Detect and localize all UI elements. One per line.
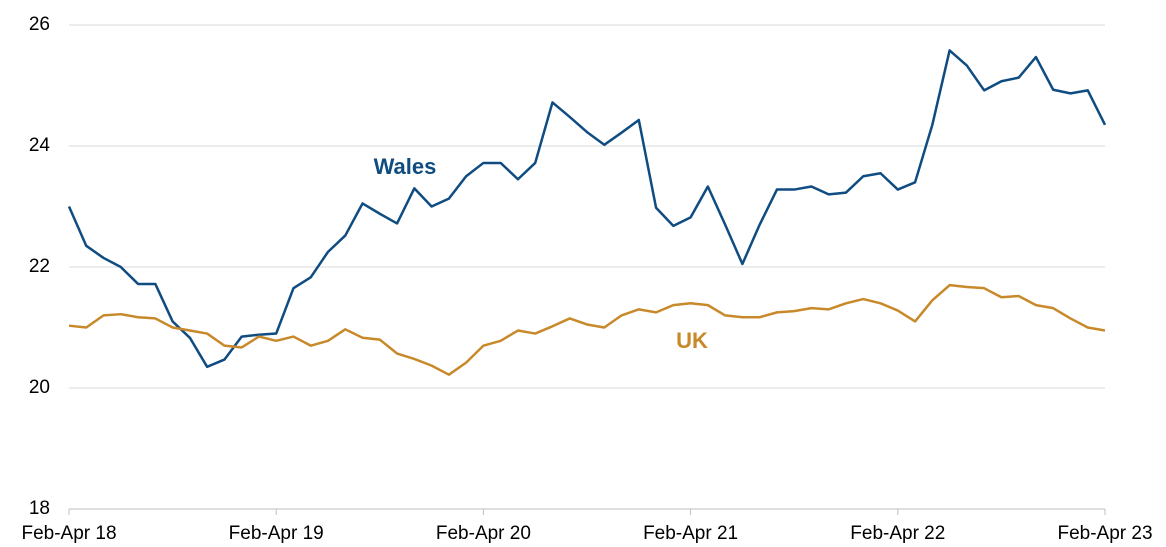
y-tick-label: 20 [29, 377, 50, 398]
y-tick-label: 18 [29, 498, 50, 519]
line-series [67, 49, 1107, 369]
series-label: Wales [374, 154, 437, 179]
x-tick-label: Feb-Apr 22 [850, 523, 945, 544]
y-tick-label: 24 [29, 135, 51, 156]
x-tick-label: Feb-Apr 18 [21, 523, 116, 544]
x-tick-label: Feb-Apr 21 [643, 523, 738, 544]
x-tick-label: Feb-Apr 23 [1057, 523, 1152, 544]
line-series [68, 283, 1106, 376]
series-label: UK [676, 328, 708, 353]
y-tick-label: 22 [29, 256, 50, 277]
x-tick-label: Feb-Apr 19 [229, 523, 324, 544]
y-tick-label: 26 [29, 14, 50, 35]
x-tick-label: Feb-Apr 20 [436, 523, 531, 544]
